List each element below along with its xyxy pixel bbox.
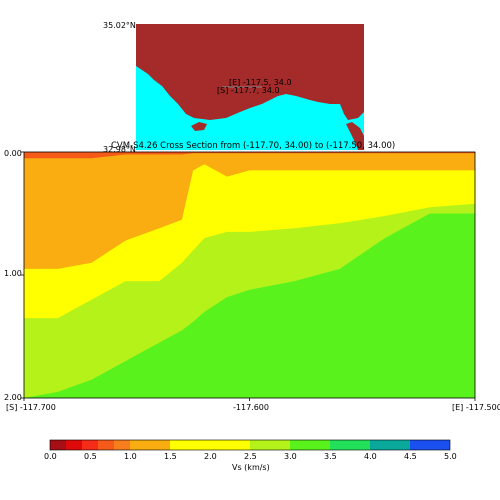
colorbar-tick-5: 2.5 bbox=[244, 452, 257, 461]
y-tick-1: 1.00 bbox=[4, 269, 22, 278]
colorbar-tick-1: 0.5 bbox=[84, 452, 97, 461]
colorbar-tick-3: 1.5 bbox=[164, 452, 177, 461]
colorbar-bin-3 bbox=[98, 440, 114, 450]
colorbar-bin-5 bbox=[130, 440, 170, 450]
colorbar-bin-6 bbox=[170, 440, 250, 450]
map-lat-bottom-label: 32.98°N bbox=[103, 145, 136, 154]
map-end-label: [E] -117.5, 34.0 bbox=[229, 78, 292, 87]
colorbar-tick-2: 1.0 bbox=[124, 452, 137, 461]
colorbar-tick-10: 5.0 bbox=[444, 452, 457, 461]
vs-band-0 bbox=[24, 152, 475, 159]
x-tick-1: -117.600 bbox=[233, 403, 269, 412]
colorbar-frame bbox=[49, 439, 451, 451]
colorbar-bin-2 bbox=[82, 440, 98, 450]
colorbar-bin-4 bbox=[114, 440, 130, 450]
x-tick-0: [S] -117.700 bbox=[6, 403, 56, 412]
colorbar-tick-9: 4.5 bbox=[404, 452, 417, 461]
colorbar-tick-6: 3.0 bbox=[284, 452, 297, 461]
y-tick-0: 0.00 bbox=[4, 149, 22, 158]
map-start-label: [S] -117.7, 34.0 bbox=[217, 86, 280, 95]
map-land bbox=[136, 24, 364, 120]
colorbar-tick-8: 4.0 bbox=[364, 452, 377, 461]
colorbar-bin-0 bbox=[50, 440, 66, 450]
map-lat-top-label: 35.02°N bbox=[103, 21, 136, 30]
plot-frame bbox=[23, 151, 476, 399]
colorbar-tick-4: 2.0 bbox=[204, 452, 217, 461]
vs-band-3 bbox=[24, 152, 475, 398]
colorbar-bin-1 bbox=[66, 440, 82, 450]
y-tick-2: 2.00 bbox=[4, 393, 22, 402]
vs-band-deep bbox=[24, 152, 475, 398]
vs-band-1 bbox=[24, 152, 475, 269]
colorbar-bin-11 bbox=[410, 440, 450, 450]
x-tick-2: [E] -117.500 bbox=[452, 403, 500, 412]
colorbar-bin-8 bbox=[290, 440, 330, 450]
vs-band-2 bbox=[24, 152, 475, 319]
chart-title: CVM-S4.26 Cross Section from (-117.70, 3… bbox=[111, 141, 396, 151]
colorbar-bin-10 bbox=[370, 440, 410, 450]
colorbar-bin-7 bbox=[250, 440, 290, 450]
colorbar-tick-7: 3.5 bbox=[324, 452, 337, 461]
colorbar-bin-9 bbox=[330, 440, 370, 450]
colorbar-tick-0: 0.0 bbox=[44, 452, 57, 461]
map-island bbox=[191, 122, 207, 131]
colorbar-label: Vs (km/s) bbox=[232, 463, 270, 472]
